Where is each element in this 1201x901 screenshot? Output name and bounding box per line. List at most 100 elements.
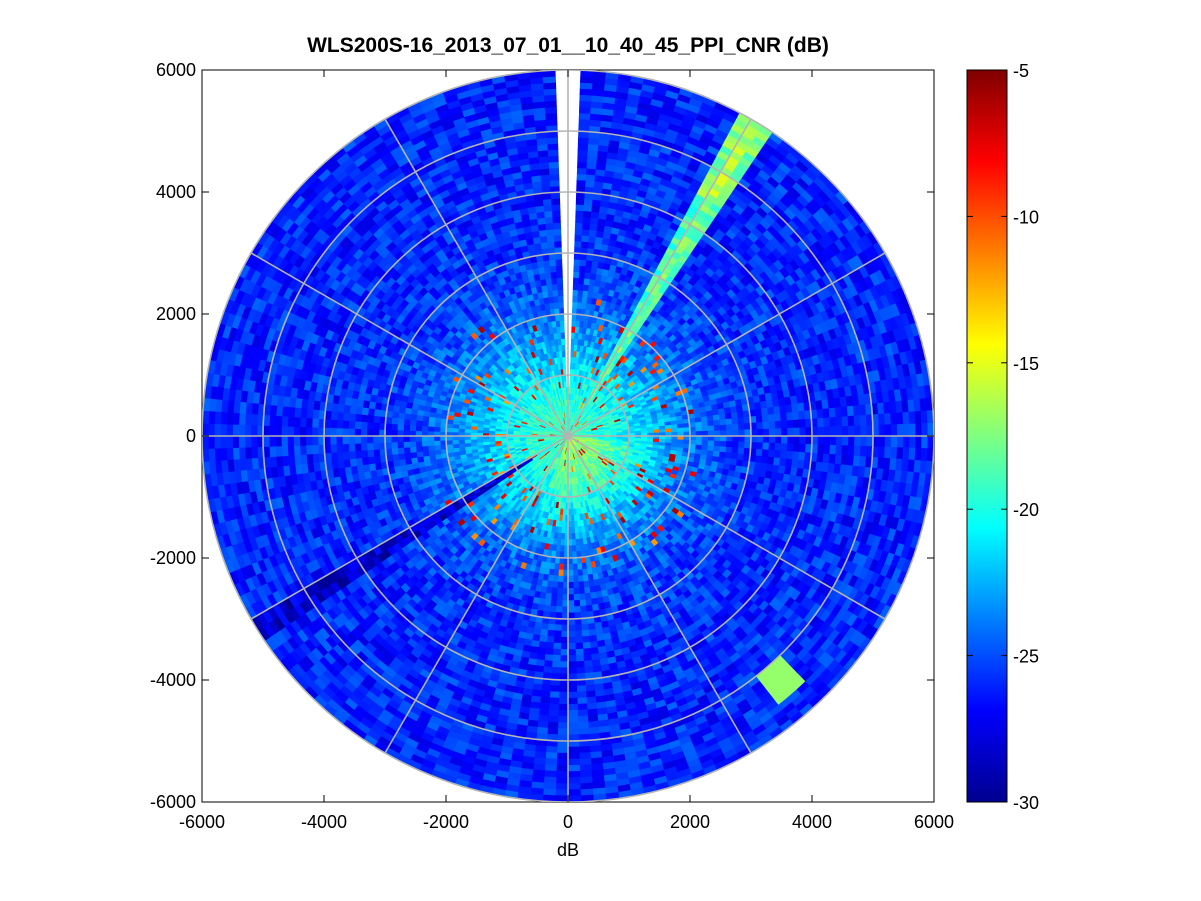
heatmap-cell [573, 271, 580, 279]
heatmap-cell [572, 301, 578, 309]
heatmap-cell [560, 332, 565, 339]
heatmap-cell [706, 415, 714, 422]
heatmap-cell [707, 440, 715, 447]
heatmap-cell [731, 417, 739, 425]
heatmap-cell [707, 445, 715, 452]
heatmap-cell [397, 452, 406, 461]
heatmap-cell [732, 435, 740, 443]
heatmap-cell [563, 374, 567, 382]
heatmap-cell [403, 424, 411, 431]
heatmap-cell [402, 435, 410, 443]
heatmap-cell [720, 435, 727, 442]
heatmap-cell [572, 295, 579, 303]
heatmap-cell [415, 425, 423, 432]
heatmap-cell [652, 429, 660, 434]
heatmap-cell [551, 277, 558, 285]
heatmap-cell [732, 429, 740, 437]
heatmap-cell [556, 587, 564, 595]
heatmap-cell [570, 526, 576, 534]
heatmap-cell [415, 450, 424, 458]
heatmap-cell [556, 593, 563, 601]
heatmap-cell [457, 439, 465, 445]
heatmap-cell [396, 441, 405, 449]
heatmap-cell [557, 295, 564, 303]
heatmap-cell [584, 592, 592, 601]
heatmap-cell [403, 441, 411, 448]
heatmap-cell [482, 438, 490, 443]
heatmap-cell [562, 368, 567, 376]
heatmap-cell [560, 338, 566, 346]
heatmap-cell [567, 600, 575, 608]
heatmap-cell [396, 435, 404, 443]
heatmap-cell [677, 427, 685, 433]
heatmap-cell [558, 301, 564, 309]
heatmap-cell [552, 289, 559, 297]
heatmap-cell [671, 427, 679, 433]
heatmap-cell [561, 344, 566, 352]
heatmap-cell [559, 545, 565, 553]
heatmap-cell [583, 586, 591, 595]
heatmap-cell [562, 588, 569, 595]
heatmap-cell [409, 446, 417, 453]
heatmap-cell [572, 575, 579, 583]
heatmap-cell [433, 426, 441, 432]
heatmap-cell [578, 587, 585, 595]
heatmap-cell [550, 593, 558, 601]
heatmap-cell [725, 418, 733, 426]
heatmap-cell [707, 420, 715, 427]
heatmap-cell [561, 350, 566, 358]
heatmap-cell [427, 425, 435, 432]
heatmap-cell [576, 563, 583, 571]
heatmap-cell [676, 423, 684, 429]
heatmap-cell [552, 575, 559, 583]
heatmap-cell [397, 447, 405, 455]
heatmap-cell [409, 435, 416, 442]
heatmap-cell [546, 283, 554, 292]
heatmap-cell [665, 428, 672, 433]
heatmap-cell [730, 411, 739, 420]
heatmap-cell [578, 271, 586, 279]
heatmap-cell [584, 598, 593, 607]
heatmap-cell [731, 441, 740, 449]
heatmap-cell [725, 446, 733, 454]
heatmap-cell [421, 445, 429, 452]
heatmap-cell [646, 429, 654, 434]
heatmap-cell [552, 295, 559, 303]
heatmap-cell [567, 594, 575, 602]
heatmap-cell [577, 575, 584, 583]
heatmap-cell [464, 439, 471, 444]
heatmap-cell [421, 425, 429, 432]
heatmap-cell [551, 581, 559, 589]
heatmap-cell [713, 419, 721, 427]
heatmap-cell [572, 277, 580, 285]
heatmap-cell [409, 430, 416, 437]
heatmap-cell [571, 533, 576, 540]
heatmap-cell [719, 440, 727, 448]
heatmap-cell [579, 265, 587, 273]
heatmap-cell [572, 569, 579, 577]
heatmap-cell [451, 427, 459, 433]
heatmap-cell [559, 325, 565, 333]
heatmap-cell [402, 429, 410, 437]
heatmap-cell [452, 443, 460, 449]
heatmap-cell [570, 514, 575, 522]
heatmap-cell [549, 599, 557, 607]
heatmap-cell [409, 451, 418, 459]
heatmap-cell [726, 435, 734, 443]
heatmap-cell [577, 569, 584, 577]
heatmap-cell [712, 414, 721, 422]
heatmap-cell [577, 289, 584, 297]
heatmap-cell [415, 440, 423, 447]
heatmap-cell [578, 277, 585, 285]
heatmap-cell [570, 520, 575, 528]
heatmap-cell [557, 289, 564, 297]
heatmap-cell [677, 439, 685, 445]
heatmap-cell [713, 445, 721, 453]
heatmap-cell [725, 424, 733, 431]
heatmap-cell [719, 419, 727, 426]
heatmap-cell [567, 588, 574, 595]
heatmap-cell [582, 574, 589, 582]
heatmap-cell [713, 425, 721, 432]
heatmap-cell [415, 419, 423, 427]
heatmap-cell [713, 440, 721, 447]
